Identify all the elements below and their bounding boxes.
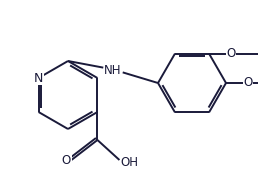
Text: O: O [243,77,253,90]
Text: OH: OH [120,155,139,168]
Text: NH: NH [104,63,122,77]
Text: N: N [34,71,43,84]
Text: O: O [226,47,236,60]
Text: O: O [62,154,71,167]
